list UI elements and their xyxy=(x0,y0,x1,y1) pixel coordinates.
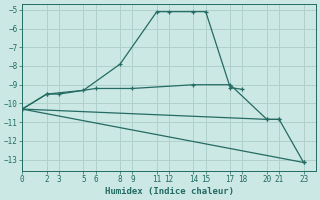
X-axis label: Humidex (Indice chaleur): Humidex (Indice chaleur) xyxy=(105,187,234,196)
